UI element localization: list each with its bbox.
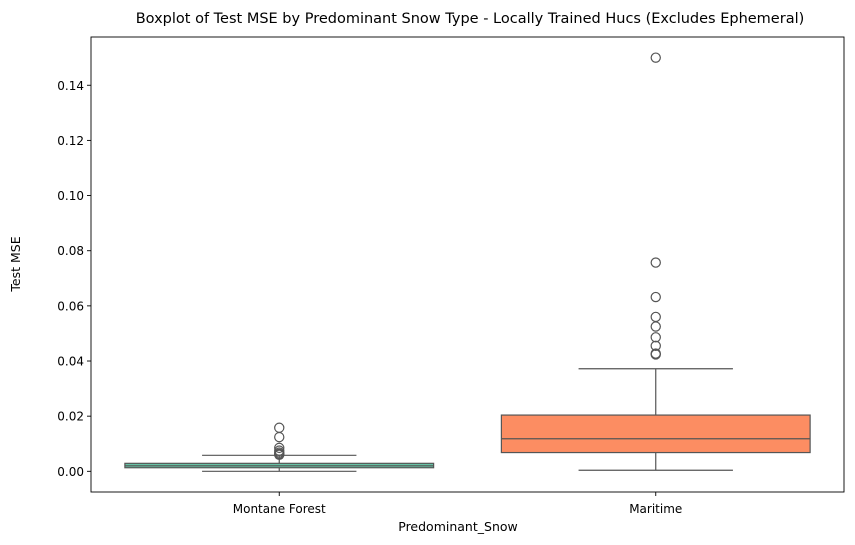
boxes-layer (124, 52, 811, 472)
outlier-point (650, 332, 661, 343)
outlier-point (650, 291, 661, 303)
x-axis-label: Predominant_Snow (398, 519, 518, 534)
y-tick-label: 0.08 (57, 244, 84, 258)
y-axis: 0.00 0.02 0.04 0.06 0.08 0.10 0.12 0.14 (57, 79, 91, 479)
y-tick-label: 0.04 (57, 355, 84, 369)
outlier-point (650, 257, 661, 268)
outlier-point (650, 340, 661, 352)
outlier-point (274, 431, 285, 443)
y-tick-label: 0.06 (57, 299, 84, 313)
y-tick-label: 0.14 (57, 79, 84, 93)
outlier-point (274, 442, 285, 454)
y-tick-label: 0.10 (57, 189, 84, 203)
y-axis-label: Test MSE (8, 236, 23, 292)
outlier-point (650, 349, 661, 360)
outlier-point (650, 311, 661, 323)
plot-area-frame (90, 36, 845, 493)
x-axis: Montane Forest Maritime (233, 492, 682, 516)
outlier-point (274, 422, 285, 433)
x-tick-label: Maritime (629, 502, 682, 516)
x-tick-label: Montane Forest (233, 502, 326, 516)
outlier-point (650, 52, 661, 63)
y-tick-label: 0.02 (57, 410, 84, 424)
chart-title: Boxplot of Test MSE by Predominant Snow … (136, 11, 805, 27)
box (500, 414, 811, 454)
y-tick-label: 0.00 (57, 465, 84, 479)
y-tick-label: 0.12 (57, 134, 84, 148)
outlier-point (274, 449, 285, 460)
outlier-point (650, 321, 661, 332)
